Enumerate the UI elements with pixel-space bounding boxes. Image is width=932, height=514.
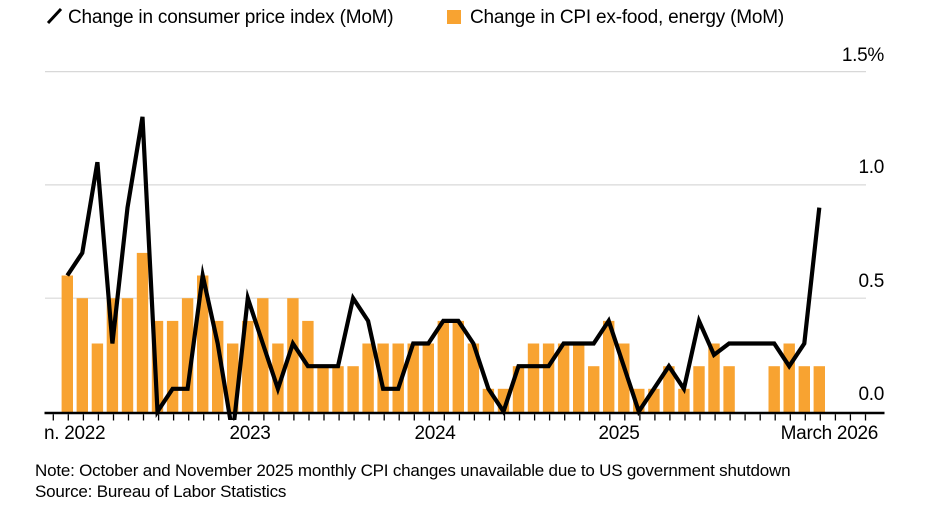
bar	[573, 343, 585, 413]
bar	[768, 366, 780, 413]
bar	[91, 343, 104, 413]
bar	[482, 388, 495, 413]
bar	[61, 275, 73, 413]
footnote-block: Note: October and November 2025 monthly …	[35, 460, 791, 502]
bar	[197, 275, 209, 413]
bar	[317, 366, 329, 413]
bar	[588, 366, 600, 413]
bar	[106, 298, 119, 413]
bar-series-swatch-icon	[447, 10, 461, 24]
bar	[783, 343, 795, 413]
bar	[603, 320, 615, 413]
bar	[332, 366, 344, 413]
line-series-icon	[46, 7, 63, 25]
bar	[437, 320, 449, 413]
bar	[618, 343, 630, 413]
x-axis	[44, 411, 885, 421]
bar	[422, 343, 434, 413]
x-axis-label-2025: 2025	[598, 423, 640, 444]
bar	[272, 343, 284, 413]
bar	[136, 252, 149, 413]
bar	[181, 298, 194, 413]
bar	[512, 366, 525, 413]
y-axis-label-1-5: 1.5%	[841, 45, 884, 66]
bar	[542, 343, 555, 413]
y-axis-label-0-5: 0.5	[858, 271, 884, 292]
cpi-line	[65, 116, 822, 420]
bar	[527, 343, 540, 413]
bar	[708, 343, 720, 413]
bar	[798, 366, 810, 413]
bar	[392, 343, 404, 413]
bar	[407, 343, 419, 413]
bar	[648, 388, 660, 413]
bar	[212, 320, 224, 413]
bar-series	[61, 252, 825, 413]
bar	[76, 298, 88, 413]
bar	[287, 298, 299, 413]
bar	[257, 298, 269, 413]
bar	[557, 343, 570, 413]
legend-bar-label: Change in CPI ex-food, energy (MoM)	[470, 7, 785, 28]
bar	[166, 320, 179, 413]
x-axis-label-2023: 2023	[229, 423, 271, 444]
bar	[227, 343, 239, 413]
cpi-combo-chart	[44, 70, 885, 421]
bar	[678, 388, 690, 413]
note-text: Note: October and November 2025 monthly …	[35, 461, 791, 480]
y-axis-label-0-0: 0.0	[858, 384, 884, 405]
x-axis-label-march-2026: March 2026	[780, 423, 879, 444]
line-series	[65, 116, 822, 420]
x-axis-label-2024: 2024	[414, 423, 456, 444]
bar	[377, 343, 389, 413]
bar	[663, 366, 675, 413]
bar	[813, 366, 825, 413]
bar	[723, 366, 735, 413]
bar	[693, 366, 705, 413]
bar	[151, 320, 164, 413]
source-text: Source: Bureau of Labor Statistics	[35, 482, 287, 501]
bar	[242, 320, 254, 413]
bar	[467, 343, 480, 413]
legend-line-label: Change in consumer price index (MoM)	[68, 7, 394, 28]
bar	[347, 366, 359, 413]
x-axis-label-2022: n. 2022	[44, 423, 106, 444]
bar	[362, 343, 374, 413]
y-axis-label-1-0: 1.0	[858, 157, 884, 178]
bar	[452, 320, 464, 413]
gridlines	[45, 70, 866, 299]
bar	[633, 388, 645, 413]
bar	[497, 388, 510, 413]
bar	[121, 298, 134, 413]
